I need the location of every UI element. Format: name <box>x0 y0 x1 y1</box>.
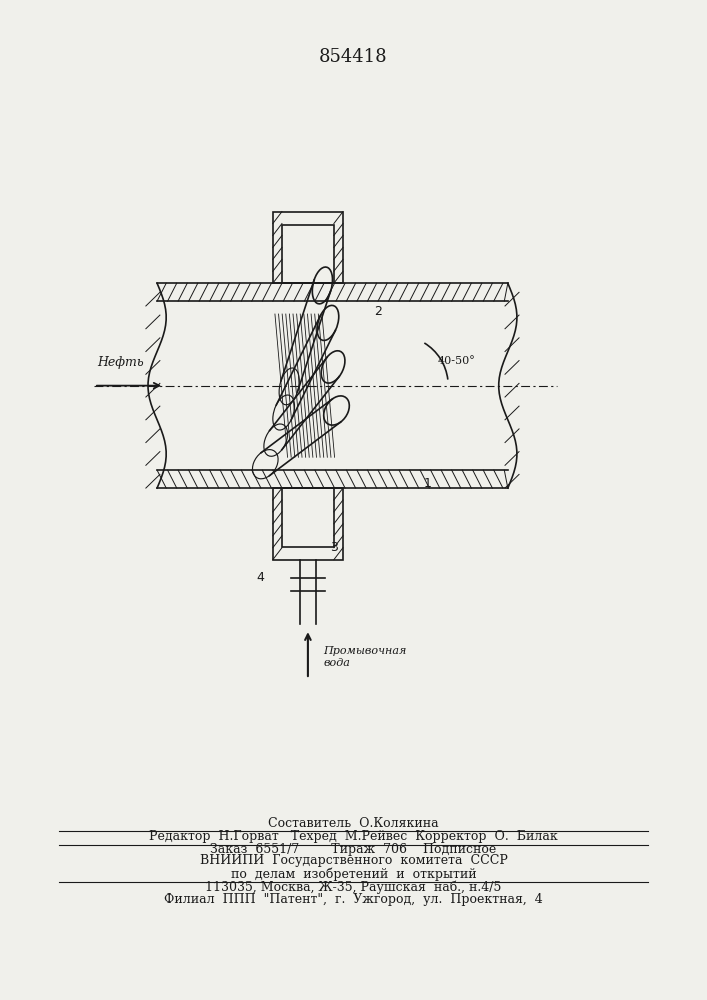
Text: Филиал  ППП  "Патент",  г.  Ужгород,  ул.  Проектная,  4: Филиал ППП "Патент", г. Ужгород, ул. Про… <box>164 893 543 906</box>
Text: 113035, Москва, Ж-35, Раушская  наб., н.4/5: 113035, Москва, Ж-35, Раушская наб., н.4… <box>205 880 502 894</box>
Text: 40-50°: 40-50° <box>438 356 475 366</box>
Text: 2: 2 <box>375 305 382 318</box>
Text: 1: 1 <box>423 477 431 490</box>
Bar <box>273 488 343 560</box>
Text: 3: 3 <box>330 541 338 554</box>
Text: Нефть: Нефть <box>98 356 144 369</box>
Bar <box>282 488 334 547</box>
Text: по  делам  изобретений  и  открытий: по делам изобретений и открытий <box>230 867 477 881</box>
Bar <box>273 212 343 283</box>
Text: ВНИИПИ  Государственного  комитета  СССР: ВНИИПИ Государственного комитета СССР <box>199 854 508 867</box>
Text: Промывочная
вода: Промывочная вода <box>323 646 407 668</box>
Text: 4: 4 <box>257 571 264 584</box>
Bar <box>282 225 334 283</box>
Text: Заказ  6551/7        Тираж  706    Подписное: Заказ 6551/7 Тираж 706 Подписное <box>211 843 496 856</box>
Text: 854418: 854418 <box>319 48 388 66</box>
Text: Редактор  Н.Горват   Техред  М.Рейвес  Корректор  О.  Билак: Редактор Н.Горват Техред М.Рейвес Коррек… <box>149 830 558 843</box>
Text: Составитель  О.Колякина: Составитель О.Колякина <box>268 817 439 830</box>
